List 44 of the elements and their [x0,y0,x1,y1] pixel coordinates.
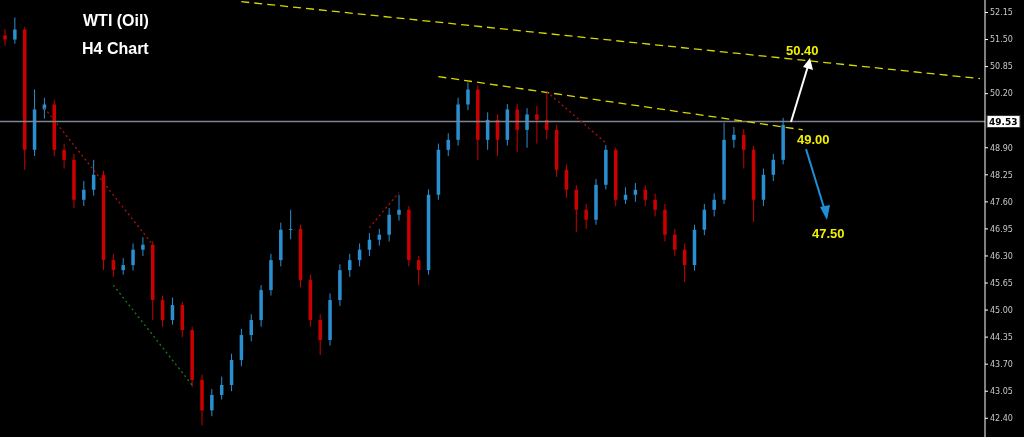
y-tick-label: 50.85 [990,62,1013,72]
y-tick-label: 45.00 [990,305,1013,315]
annotation: 47.50 [812,226,845,241]
y-tick-label: 51.50 [990,35,1013,45]
candlestick [525,107,529,149]
candlestick [466,81,470,111]
candlestick [742,128,746,170]
candlestick [318,313,322,356]
candlestick [288,209,293,240]
candlestick [584,203,588,230]
y-tick-label: 45.65 [990,278,1013,288]
candlestick [387,207,391,242]
candlestick [712,193,716,217]
candlestick [653,193,657,217]
y-tick-label: 46.30 [990,251,1013,261]
annotation: 49.00 [797,132,830,147]
candlestick [397,194,401,222]
y-tick-label: 43.70 [990,360,1013,370]
text: H4 Chart [82,40,149,58]
y-tick-label: 50.20 [990,89,1013,99]
y-tick-label: 46.95 [990,224,1013,234]
candlestick [3,28,7,47]
y-tick-label: 52.15 [990,8,1013,18]
y-tick-label: 48.25 [990,170,1013,180]
y-tick-label: 43.05 [990,387,1013,397]
text: WTI (Oil) [83,12,149,30]
candlestick [673,228,677,257]
candlestick [515,103,519,153]
candlestick [732,126,736,149]
y-tick-label: 47.60 [990,197,1013,207]
candlestick [210,388,214,417]
y-tick-label: 42.40 [990,414,1013,424]
candlestick [348,253,352,278]
candlestick [141,236,145,257]
candlestick [545,91,549,140]
ref-line-label: 49.53 [989,117,1018,128]
y-tick-label: 48.90 [990,143,1013,153]
candlestick [131,242,135,272]
y-tick-label: 44.35 [990,332,1013,342]
annotation: 50.40 [786,43,819,58]
candlestick [62,143,66,170]
candlestick [13,16,17,45]
candlestick [535,105,539,145]
candlestick [82,180,86,207]
